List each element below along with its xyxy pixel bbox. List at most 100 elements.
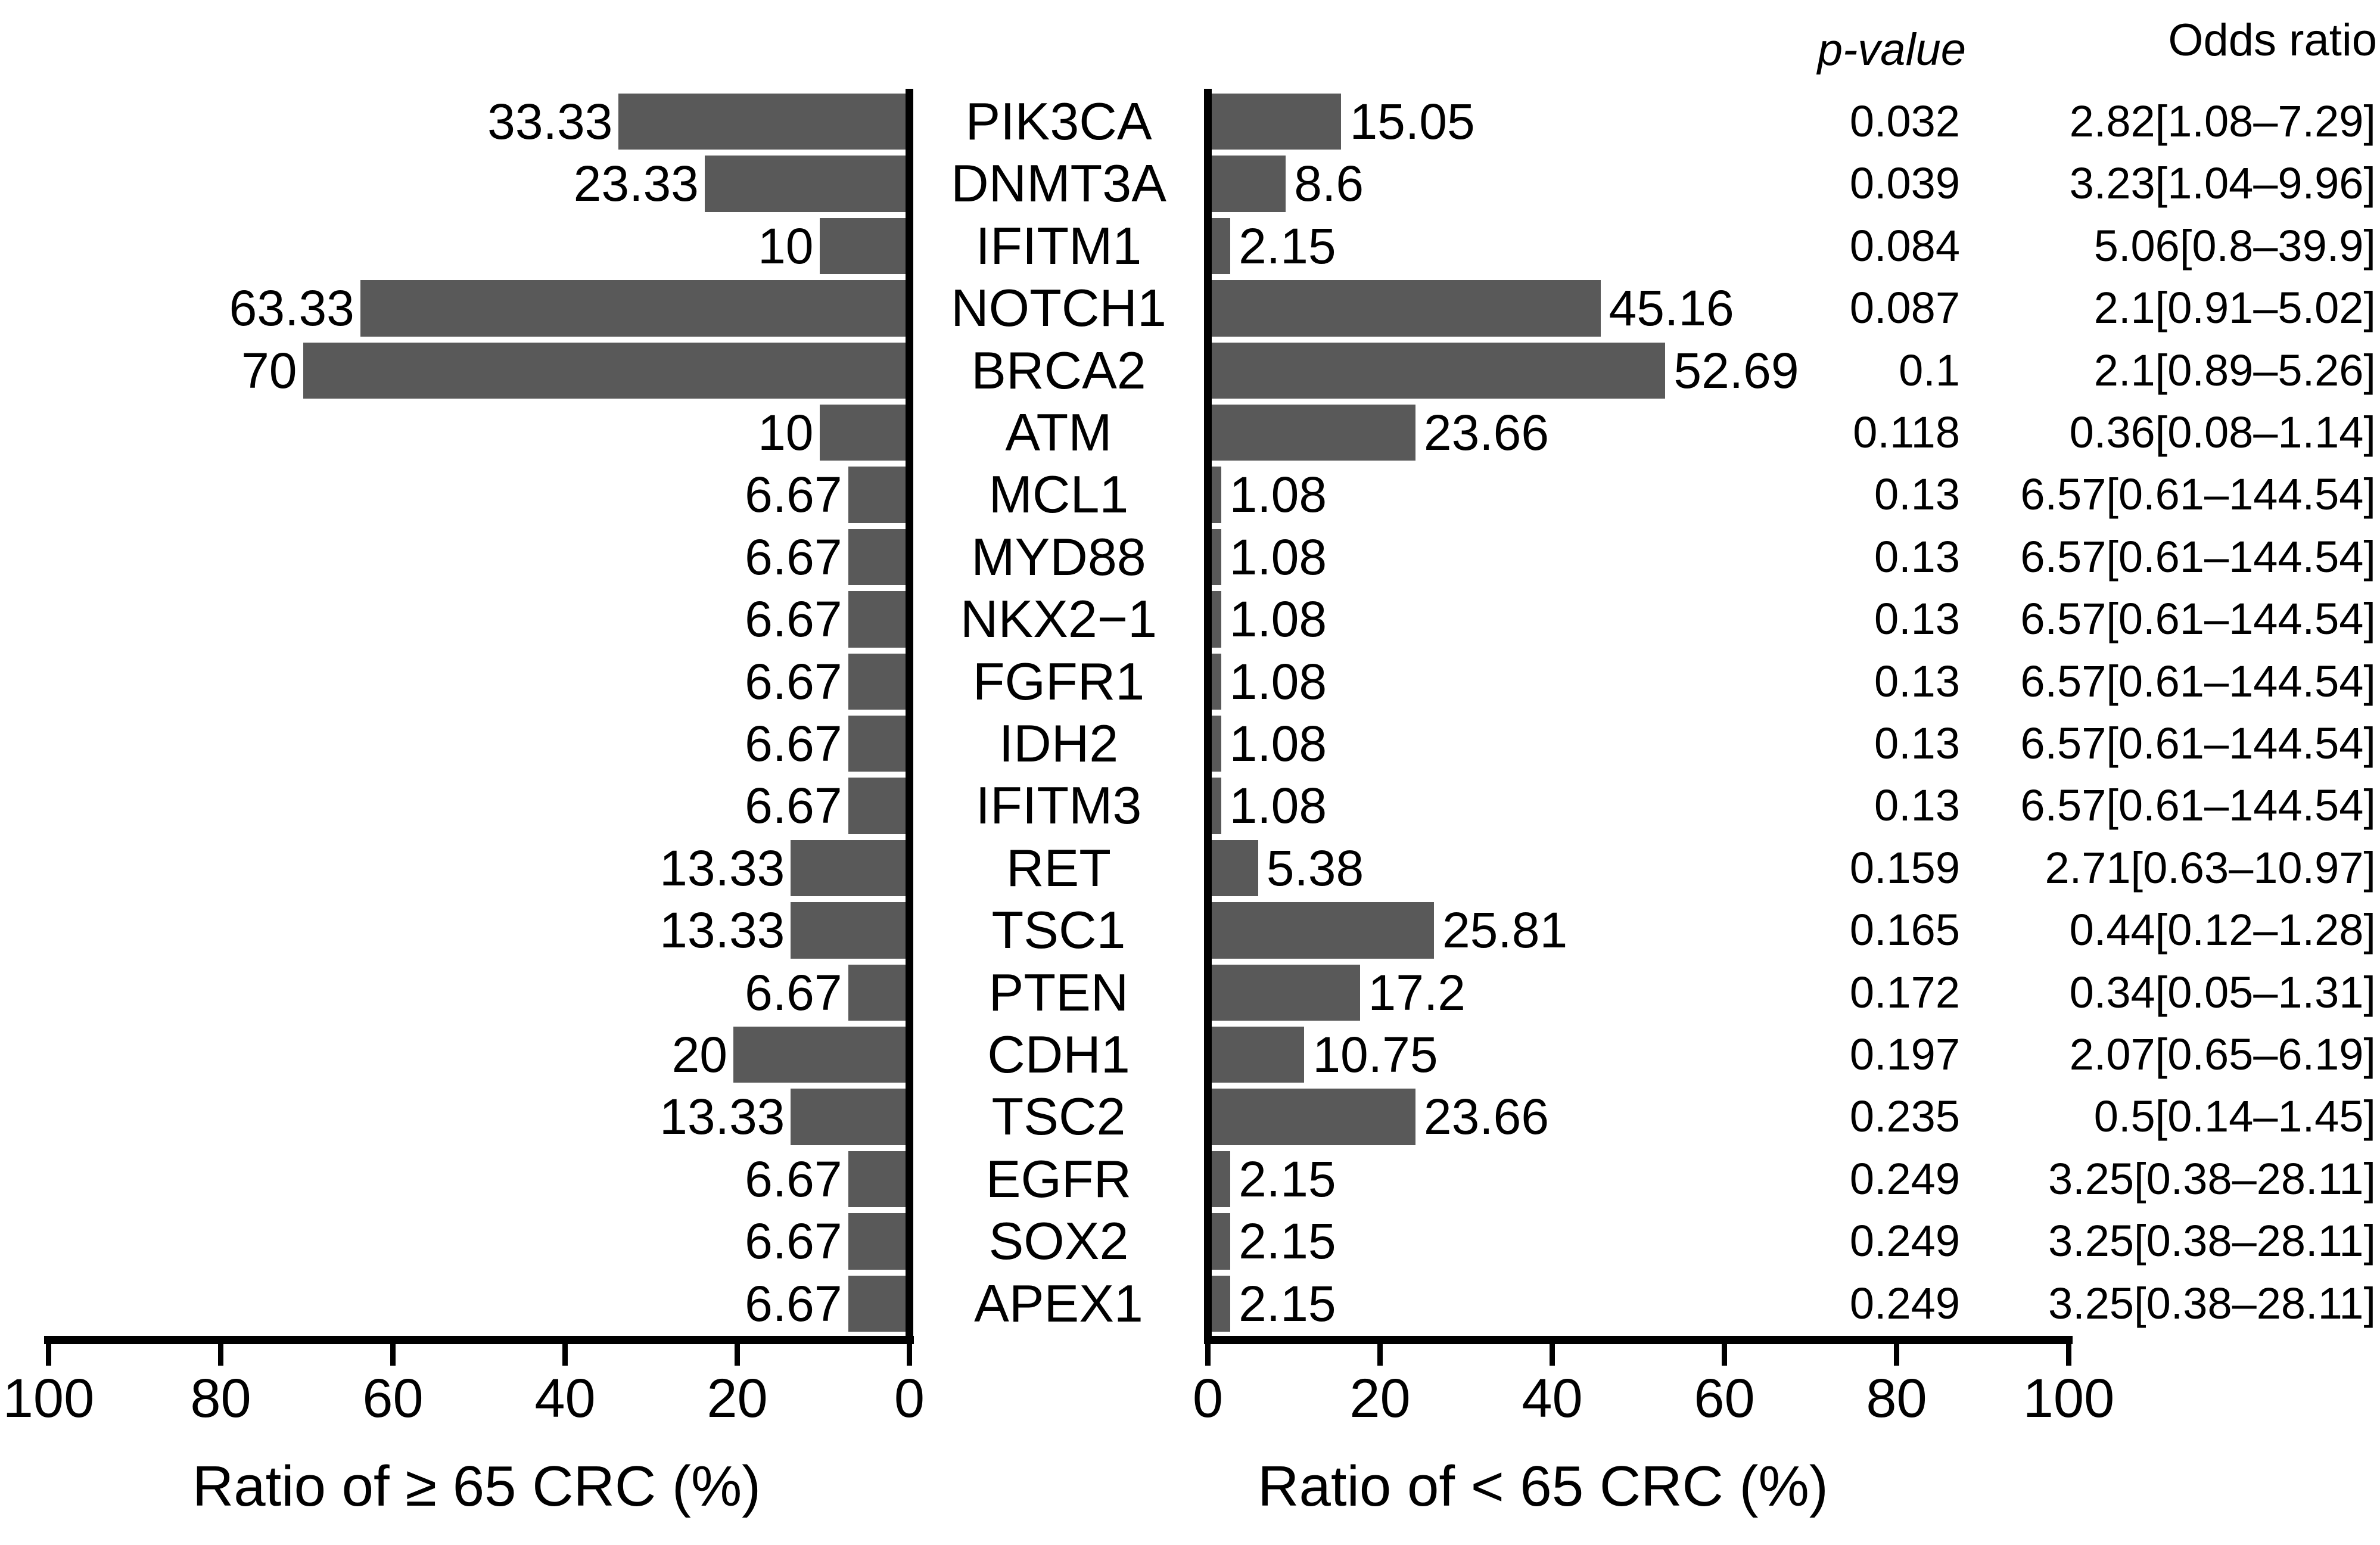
p-value-cell: 0.032: [1849, 97, 1960, 146]
value-label-lt65: 17.2: [1368, 964, 1466, 1021]
value-label-lt65: 8.6: [1294, 156, 1364, 212]
odds-ratio-cell: 0.5[0.14–1.45]: [2093, 1092, 2376, 1142]
odds-ratio-cell: 3.23[1.04–9.96]: [2069, 158, 2376, 209]
bar-ge65: [819, 405, 906, 461]
odds-ratio-column-header: Odds ratio: [2168, 15, 2377, 66]
right-axis-caption: Ratio of < 65 CRC (%): [1258, 1454, 1828, 1518]
odds-ratio-cell: 6.57[0.61–144.54]: [2020, 470, 2376, 520]
value-label-ge65: 20: [671, 1027, 727, 1083]
value-label-lt65: 2.15: [1239, 217, 1336, 274]
bar-ge65: [848, 653, 906, 710]
p-value-cell: 0.039: [1849, 158, 1960, 209]
right-axis-tick-label: 20: [1349, 1368, 1411, 1429]
gene-label: IFITM1: [975, 216, 1142, 275]
bar-lt65: [1212, 1213, 1231, 1270]
left-axis-tick-mark: [907, 1344, 912, 1366]
right-axis-tick-label: 60: [1694, 1368, 1755, 1429]
bar-lt65: [1212, 902, 1434, 959]
gene-label: TSC2: [991, 1087, 1126, 1146]
gene-label: RET: [1006, 838, 1111, 897]
bar-lt65: [1212, 716, 1221, 772]
gene-label: PIK3CA: [965, 92, 1152, 151]
right-axis-tick-mark: [1377, 1344, 1383, 1366]
p-value-cell: 0.159: [1849, 843, 1960, 893]
value-label-lt65: 52.69: [1673, 342, 1799, 399]
gene-label: MCL1: [988, 465, 1129, 524]
value-label-lt65: 2.15: [1239, 1213, 1336, 1270]
value-label-lt65: 1.08: [1229, 467, 1327, 523]
odds-ratio-cell: 6.57[0.61–144.54]: [2020, 656, 2376, 706]
p-value-cell: 0.13: [1874, 656, 1960, 706]
gene-label: NKX2−1: [960, 589, 1158, 649]
bar-ge65: [360, 280, 906, 337]
right-axis-tick-mark: [1722, 1344, 1727, 1366]
value-label-ge65: 6.67: [745, 1151, 842, 1207]
right-axis-tick-mark: [2066, 1344, 2071, 1366]
right-panel-x-axis-line: [1204, 1336, 2073, 1344]
value-label-lt65: 23.66: [1423, 1089, 1550, 1145]
bar-ge65: [819, 217, 906, 275]
value-label-ge65: 6.67: [745, 964, 842, 1021]
bar-ge65: [848, 1213, 906, 1270]
value-label-lt65: 23.66: [1423, 405, 1550, 461]
value-label-lt65: 2.15: [1239, 1151, 1336, 1207]
gene-label: IFITM3: [975, 776, 1142, 835]
bar-ge65: [848, 964, 906, 1021]
gene-label: MYD88: [971, 527, 1146, 586]
p-value-cell: 0.118: [1853, 408, 1960, 457]
value-label-lt65: 25.81: [1442, 902, 1568, 959]
gene-label: ATM: [1005, 403, 1112, 462]
value-label-lt65: 1.08: [1229, 653, 1327, 710]
gene-label: PTEN: [988, 962, 1129, 1022]
gene-label: EGFR: [985, 1149, 1132, 1208]
bar-ge65: [303, 342, 906, 399]
left-axis-tick-label: 80: [190, 1368, 251, 1429]
p-value-cell: 0.13: [1874, 531, 1960, 582]
left-panel-zero-axis-line: [906, 89, 913, 1344]
bar-ge65: [848, 591, 906, 648]
bar-lt65: [1212, 653, 1221, 710]
gene-label: SOX2: [988, 1211, 1129, 1271]
value-label-ge65: 13.33: [659, 902, 785, 959]
odds-ratio-cell: 0.34[0.05–1.31]: [2069, 967, 2376, 1017]
left-axis-tick-mark: [46, 1344, 51, 1366]
value-label-ge65: 33.33: [487, 94, 613, 150]
bar-lt65: [1212, 1089, 1415, 1145]
bar-ge65: [848, 716, 906, 772]
bar-ge65: [733, 1027, 906, 1083]
bar-ge65: [848, 1151, 906, 1208]
left-axis-tick-mark: [218, 1344, 223, 1366]
bar-lt65: [1212, 1027, 1305, 1083]
value-label-ge65: 10: [758, 217, 814, 274]
odds-ratio-cell: 2.71[0.63–10.97]: [2045, 843, 2376, 893]
odds-ratio-cell: 3.25[0.38–28.11]: [2048, 1216, 2376, 1266]
p-value-cell: 0.249: [1849, 1216, 1960, 1266]
odds-ratio-cell: 0.44[0.12–1.28]: [2069, 905, 2376, 955]
bar-lt65: [1212, 156, 1286, 212]
value-label-ge65: 6.67: [745, 1213, 842, 1270]
bar-ge65: [791, 1089, 906, 1145]
right-axis-tick-mark: [1550, 1344, 1555, 1366]
right-axis-tick-label: 80: [1866, 1368, 1927, 1429]
value-label-ge65: 6.67: [745, 529, 842, 585]
left-axis-tick-label: 40: [534, 1368, 596, 1429]
value-label-ge65: 6.67: [745, 778, 842, 834]
left-axis-tick-mark: [390, 1344, 396, 1366]
left-axis-tick-label: 20: [707, 1368, 768, 1429]
left-axis-caption: Ratio of ≥ 65 CRC (%): [192, 1454, 761, 1518]
value-label-ge65: 63.33: [229, 280, 354, 337]
p-value-cell: 0.13: [1874, 594, 1960, 644]
value-label-lt65: 5.38: [1266, 840, 1364, 896]
left-panel-x-axis-line: [44, 1336, 914, 1344]
odds-ratio-cell: 3.25[0.38–28.11]: [2048, 1154, 2376, 1204]
bar-ge65: [618, 94, 906, 150]
value-label-ge65: 6.67: [745, 716, 842, 772]
odds-ratio-cell: 6.57[0.61–144.54]: [2020, 781, 2376, 831]
value-label-lt65: 1.08: [1229, 778, 1327, 834]
p-value-cell: 0.165: [1849, 905, 1960, 955]
bar-lt65: [1212, 1275, 1231, 1332]
gene-label: NOTCH1: [951, 278, 1166, 338]
value-label-lt65: 10.75: [1312, 1027, 1438, 1083]
p-value-cell: 0.235: [1849, 1092, 1960, 1142]
